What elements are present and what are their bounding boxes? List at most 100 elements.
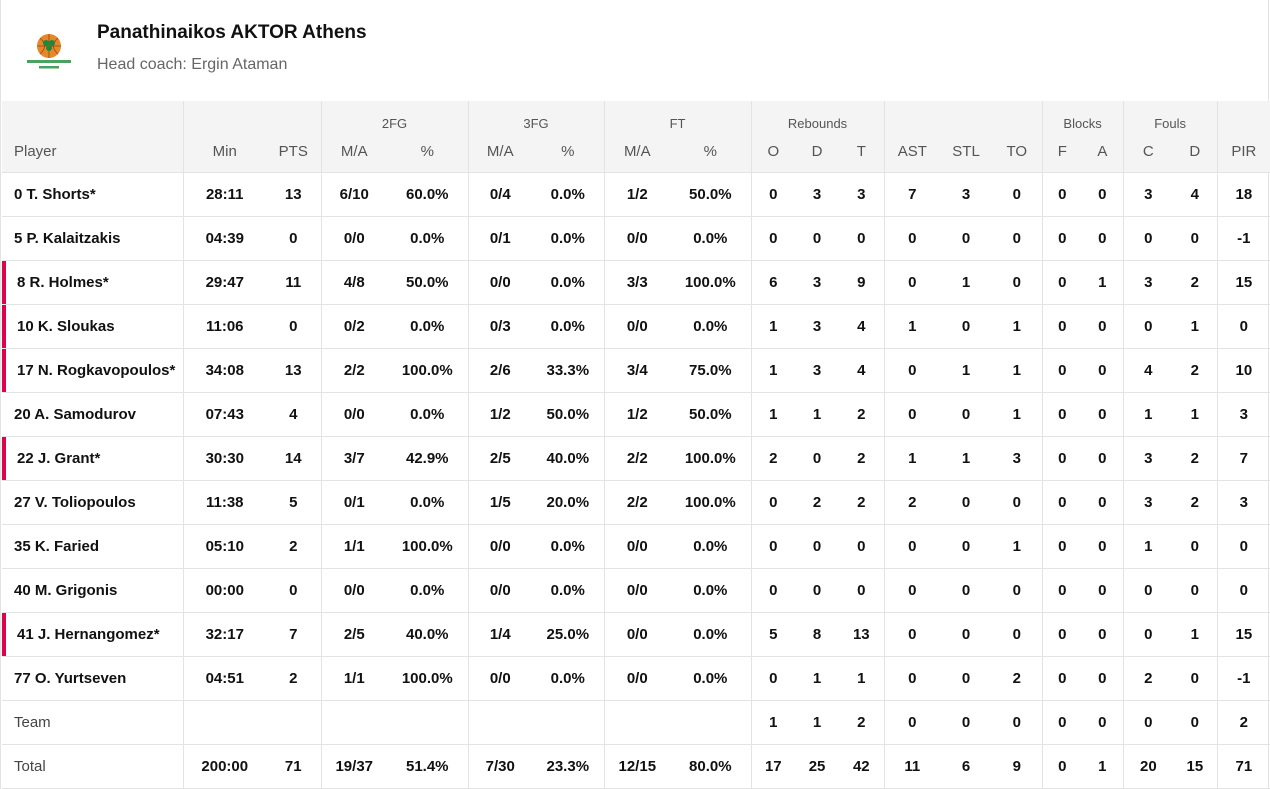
table-row[interactable]: 8 R. Holmes* 29:47 11 4/8 50.0% 0/0 0.0% 3/3 100… <box>2 260 1270 305</box>
stat-cell: 1 <box>884 304 941 349</box>
stat-cell: 0 <box>1082 348 1124 393</box>
col-pir[interactable]: PIR <box>1217 131 1270 173</box>
col-blk-a[interactable]: A <box>1082 131 1124 173</box>
stat-cell: 0.0% <box>387 568 469 613</box>
table-row[interactable]: 5 P. Kalaitzakis 04:39 0 0/0 0.0% 0/1 0.0% 0/0 0… <box>2 216 1270 261</box>
col-2fg-pct[interactable]: % <box>387 131 469 173</box>
col-to[interactable]: TO <box>992 131 1043 173</box>
table-row[interactable]: 20 A. Samodurov 07:43 4 0/0 0.0% 1/2 50.0% 1/2 5… <box>2 392 1270 437</box>
stat-cell: 0/2 <box>321 304 387 349</box>
boxscore-table: 2FG 3FG FT Rebounds Blocks Fouls Player … <box>2 101 1270 789</box>
stat-cell <box>468 700 533 745</box>
stat-cell: 100.0% <box>387 524 469 569</box>
col-pts[interactable]: PTS <box>266 131 322 173</box>
stat-cell: 0 <box>1217 524 1270 569</box>
col-ast[interactable]: AST <box>884 131 941 173</box>
col-foul-c[interactable]: C <box>1123 131 1174 173</box>
group-3fg: 3FG <box>468 101 605 131</box>
stat-cell: 0 <box>992 260 1043 305</box>
col-ft-ma[interactable]: M/A <box>604 131 671 173</box>
player-name[interactable]: 41 J. Hernangomez* <box>2 612 184 657</box>
table-row[interactable]: 10 K. Sloukas 11:06 0 0/2 0.0% 0/3 0.0% 0/0 0.0%… <box>2 304 1270 349</box>
stat-cell: 0 <box>884 524 941 569</box>
stat-cell: 1 <box>992 304 1043 349</box>
player-name[interactable]: 40 M. Grigonis <box>2 568 184 613</box>
stat-cell: 20.0% <box>532 480 605 525</box>
col-min[interactable]: Min <box>183 131 266 173</box>
stat-cell: 6 <box>751 260 796 305</box>
stat-cell: 0 <box>940 612 993 657</box>
table-row[interactable]: 40 M. Grigonis 00:00 0 0/0 0.0% 0/0 0.0% 0/0 0.0… <box>2 568 1270 613</box>
stat-cell: 0/1 <box>321 480 387 525</box>
table-row[interactable]: 17 N. Rogkavopoulos* 34:08 13 2/2 100.0% 2/6 3… <box>2 348 1270 393</box>
stat-cell: 1 <box>992 524 1043 569</box>
stat-cell: 20 <box>1123 744 1174 789</box>
col-stl[interactable]: STL <box>940 131 993 173</box>
table-row[interactable]: 0 T. Shorts* 28:11 13 6/10 60.0% 0/4 0.0% 1/2 50… <box>2 172 1270 217</box>
stat-cell: 6/10 <box>321 172 387 217</box>
stat-cell: 3 <box>1123 436 1174 481</box>
stat-cell: 18 <box>1217 172 1270 217</box>
player-group-blank <box>2 101 184 131</box>
stat-cell: 0 <box>884 700 941 745</box>
stat-cell: 0 <box>1173 656 1218 701</box>
stat-cell: 2 <box>1173 436 1218 481</box>
stat-cell: 23.3% <box>532 744 605 789</box>
player-name[interactable]: 5 P. Kalaitzakis <box>2 216 184 261</box>
col-2fg-ma[interactable]: M/A <box>321 131 387 173</box>
stat-cell: 30:30 <box>183 436 266 481</box>
table-row[interactable]: 27 V. Toliopoulos 11:38 5 0/1 0.0% 1/5 20.0% 2/… <box>2 480 1270 525</box>
player-name[interactable]: 0 T. Shorts* <box>2 172 184 217</box>
player-name[interactable]: 77 O. Yurtseven <box>2 656 184 701</box>
stat-cell: 0 <box>1082 480 1124 525</box>
stat-cell: 3 <box>1123 172 1174 217</box>
stat-cell: 4 <box>266 392 322 437</box>
col-reb-d[interactable]: D <box>795 131 840 173</box>
table-row[interactable]: 22 J. Grant* 30:30 14 3/7 42.9% 2/5 40.0% 2/2 10… <box>2 436 1270 481</box>
group-fouls: Fouls <box>1123 101 1218 131</box>
stat-cell: 07:43 <box>183 392 266 437</box>
table-row[interactable]: 77 O. Yurtseven 04:51 2 1/1 100.0% 0/0 0.0% 0/0… <box>2 656 1270 701</box>
stat-cell: 00:00 <box>183 568 266 613</box>
stat-cell: 200:00 <box>183 744 266 789</box>
col-3fg-ma[interactable]: M/A <box>468 131 533 173</box>
stat-cell: 0.0% <box>670 656 752 701</box>
stat-cell: 2 <box>266 524 322 569</box>
stat-cell: 0/0 <box>468 568 533 613</box>
player-name[interactable]: 10 K. Sloukas <box>2 304 184 349</box>
stat-cell: 50.0% <box>387 260 469 305</box>
stat-cell: 0 <box>1042 700 1083 745</box>
col-3fg-pct[interactable]: % <box>532 131 605 173</box>
col-reb-t[interactable]: T <box>839 131 885 173</box>
player-name[interactable]: 17 N. Rogkavopoulos* <box>2 348 184 393</box>
stat-cell: 0 <box>795 216 840 261</box>
stat-cell: 0 <box>1082 304 1124 349</box>
table-row[interactable]: 41 J. Hernangomez* 32:17 7 2/5 40.0% 1/4 25.0%… <box>2 612 1270 657</box>
stat-cell: 4 <box>839 304 885 349</box>
stat-cell: 1 <box>992 392 1043 437</box>
player-name[interactable]: 27 V. Toliopoulos <box>2 480 184 525</box>
stat-cell: 0 <box>1042 392 1083 437</box>
player-name[interactable]: 20 A. Samodurov <box>2 392 184 437</box>
col-blk-f[interactable]: F <box>1042 131 1083 173</box>
stat-cell: 0 <box>992 480 1043 525</box>
player-name[interactable]: 35 K. Faried <box>2 524 184 569</box>
total-row[interactable]: Total 200:00 71 19/37 51.4% 7/30 23.3% 12/15 80.… <box>2 744 1270 789</box>
table-row[interactable]: 35 K. Faried 05:10 2 1/1 100.0% 0/0 0.0% 0/0 0.0… <box>2 524 1270 569</box>
col-reb-o[interactable]: O <box>751 131 796 173</box>
stat-cell: 1 <box>1082 260 1124 305</box>
stat-cell: 0 <box>940 524 993 569</box>
stat-cell: 1 <box>1173 612 1218 657</box>
stat-cell: 1 <box>839 656 885 701</box>
player-name[interactable]: 22 J. Grant* <box>2 436 184 481</box>
boxscore-body: 0 T. Shorts* 28:11 13 6/10 60.0% 0/4 0.0% 1/2 50… <box>2 172 1270 789</box>
stat-cell: 3 <box>795 260 840 305</box>
stat-cell: 04:51 <box>183 656 266 701</box>
col-ft-pct[interactable]: % <box>670 131 752 173</box>
col-player[interactable]: Player <box>2 131 184 173</box>
stat-cell: 0 <box>795 524 840 569</box>
team-row[interactable]: Team 1 1 2 0 0 0 0 0 0 0 2 <box>2 700 1270 745</box>
player-name[interactable]: 8 R. Holmes* <box>2 260 184 305</box>
stat-cell: 2/5 <box>468 436 533 481</box>
col-foul-d[interactable]: D <box>1173 131 1218 173</box>
